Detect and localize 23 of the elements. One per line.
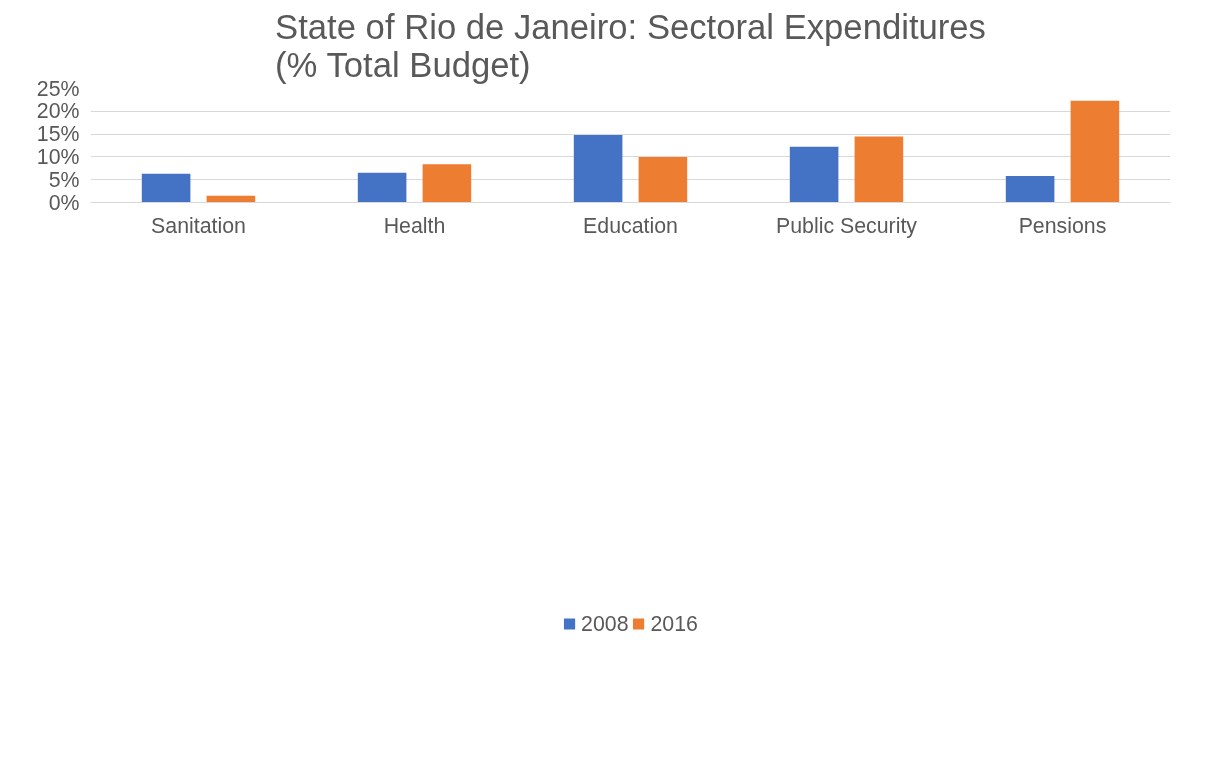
bar	[573, 135, 623, 203]
y-tick-label: 10%	[36, 144, 80, 169]
bar	[638, 156, 688, 203]
legend-label: 2016	[650, 611, 698, 637]
bar	[1005, 176, 1055, 203]
bar	[141, 173, 191, 203]
bar	[1070, 100, 1120, 203]
y-tick-label: 5%	[48, 167, 80, 192]
x-tick-label: Sanitation	[151, 213, 246, 238]
y-tick-label: 20%	[36, 99, 80, 124]
bar	[357, 172, 407, 203]
x-tick-label: Pensions	[1018, 213, 1107, 238]
y-tick-label: 25%	[36, 76, 80, 101]
x-tick-label: Public Security	[775, 213, 918, 238]
x-tick-label: Health	[383, 213, 446, 238]
bar	[422, 164, 472, 203]
chart-title: State of Rio de Janeiro: Sectoral Expenditures (% Total Budget)	[275, 7, 986, 84]
bar	[854, 136, 904, 203]
y-tick-label: 0%	[48, 190, 80, 215]
legend-label: 2008	[581, 611, 629, 637]
bar	[789, 146, 839, 203]
x-tick-label: Education	[583, 213, 678, 238]
y-tick-label: 15%	[36, 122, 80, 147]
